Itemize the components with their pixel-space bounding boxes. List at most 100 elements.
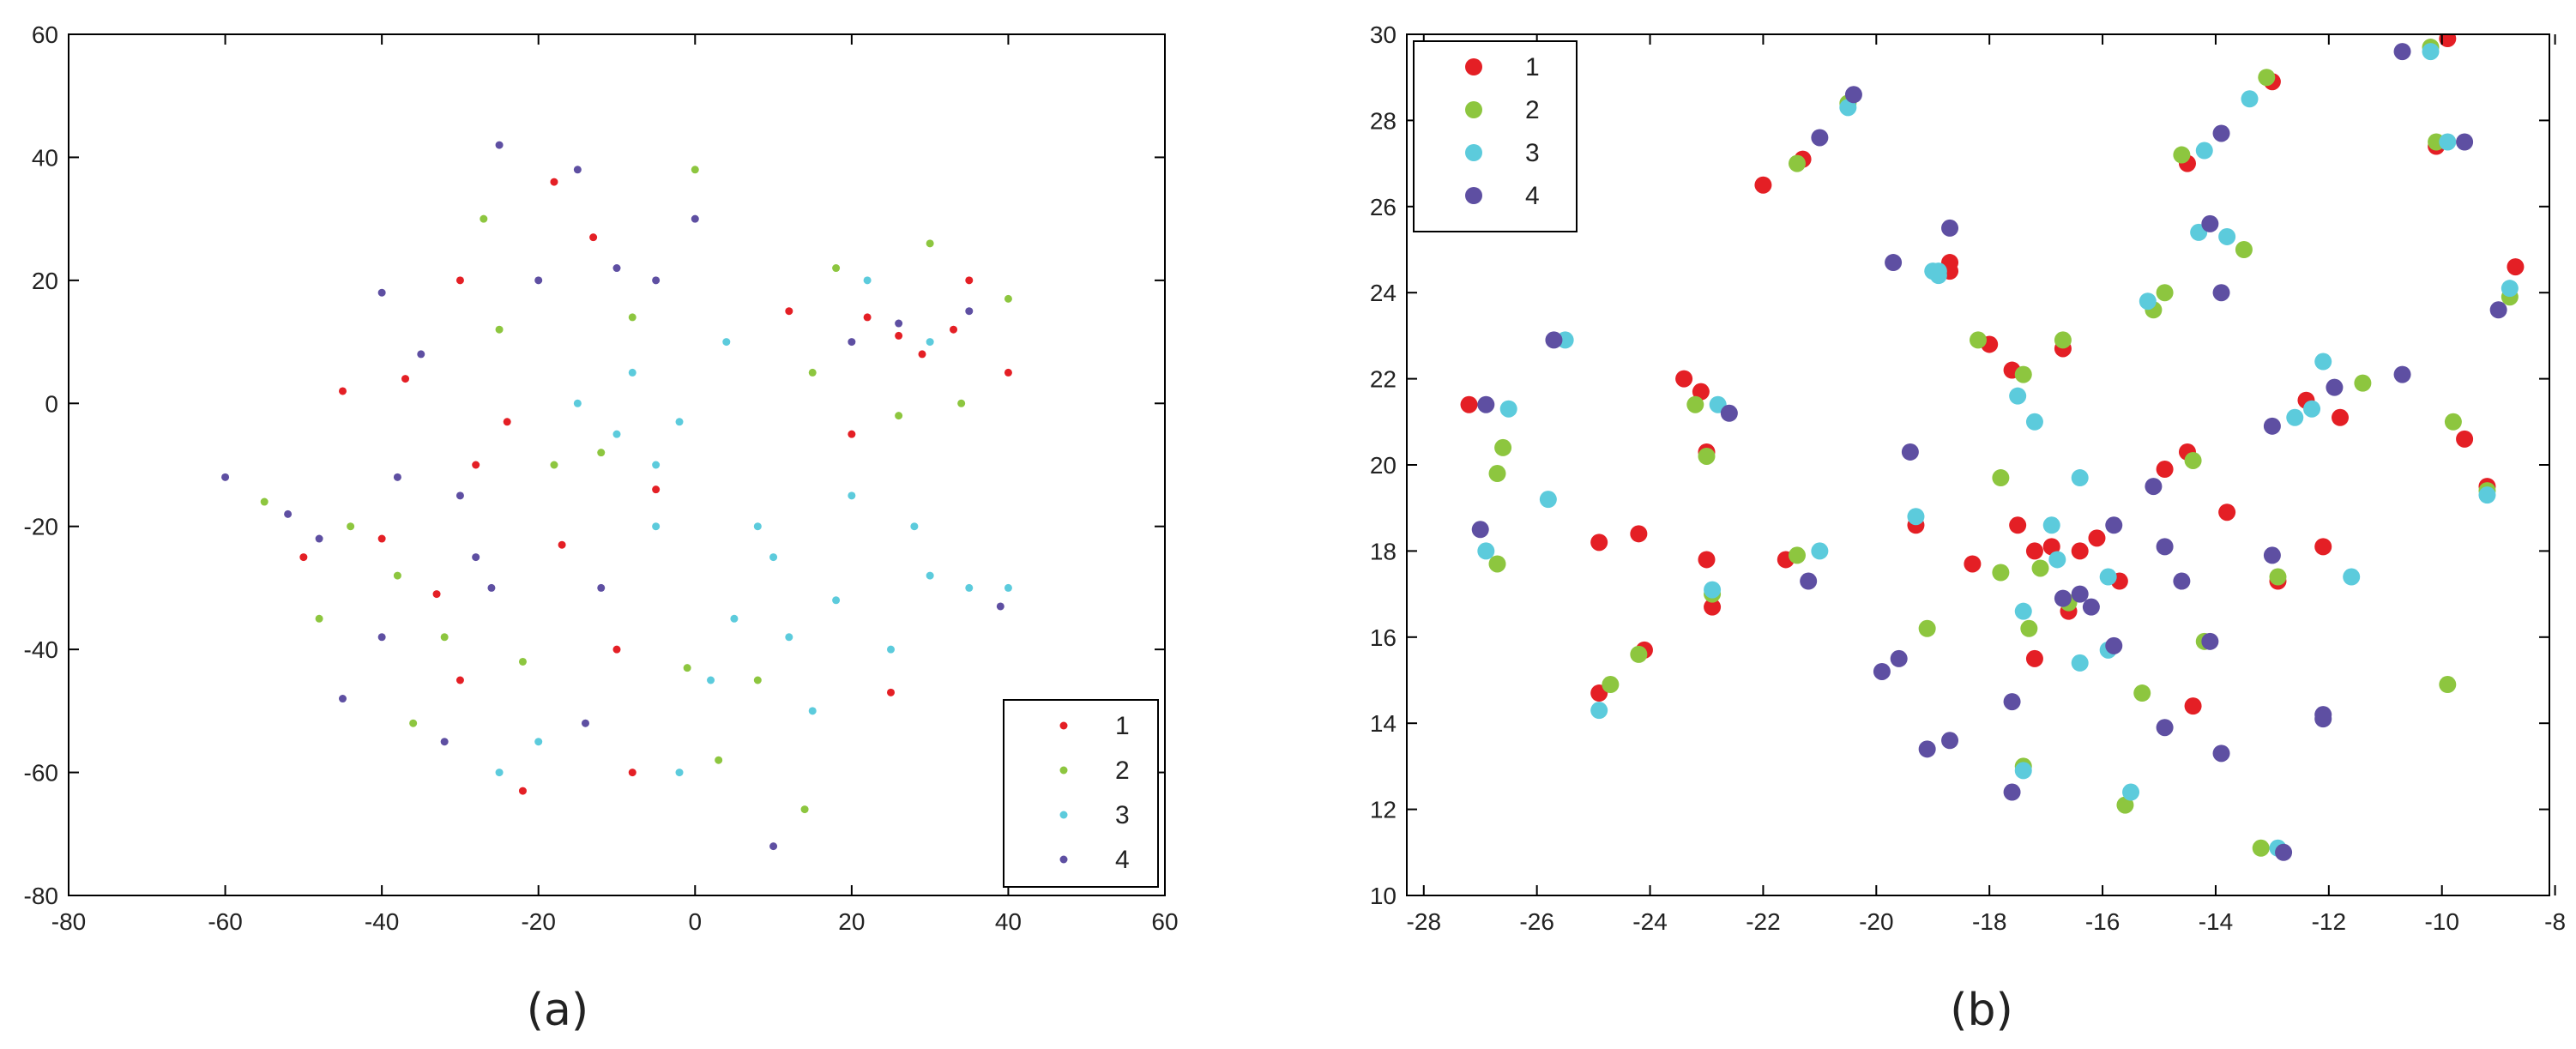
point-series-4-5 [339, 695, 347, 703]
point-series-3-1 [848, 491, 856, 500]
y-tick-label: -20 [24, 514, 58, 540]
point-series-3-33 [2343, 568, 2361, 586]
point-series-4-2 [848, 338, 856, 347]
point-series-3-9 [1907, 508, 1925, 526]
point-series-2-2 [957, 399, 966, 407]
point-series-4-13 [393, 473, 401, 481]
point-series-1-42 [2507, 258, 2525, 276]
legend-label-4: 4 [1525, 182, 1540, 210]
point-series-2-22 [2133, 684, 2151, 702]
point-series-1-18 [848, 430, 856, 438]
point-series-2-12 [715, 756, 723, 764]
point-series-2-9 [1788, 154, 1806, 172]
point-series-1-39 [2439, 34, 2457, 48]
x-tick-label: -16 [2085, 908, 2120, 935]
point-series-2-1 [1494, 438, 1512, 456]
point-series-3-17 [2042, 516, 2060, 534]
y-tick-label: 10 [1370, 883, 1397, 909]
point-series-2-12 [1970, 331, 1987, 349]
legend-box [1003, 699, 1159, 888]
point-series-3-35 [2439, 133, 2457, 151]
point-series-4-14 [472, 553, 480, 562]
point-series-1-0 [895, 331, 903, 340]
x-tick-label: -60 [208, 908, 242, 935]
y-tick-label: 0 [45, 390, 58, 417]
point-series-1-28 [2156, 461, 2174, 479]
point-series-3-8 [1839, 99, 1857, 117]
point-series-4-38 [2456, 133, 2474, 151]
legend-label-3: 3 [1525, 139, 1540, 167]
point-series-3-28 [2241, 90, 2259, 108]
point-series-3-13 [2009, 387, 2027, 405]
point-series-4-8 [455, 491, 464, 500]
point-series-1-9 [1704, 598, 1722, 616]
point-series-4-21 [2145, 478, 2163, 496]
y-tick-label: 14 [1370, 710, 1397, 737]
x-tick-label: -18 [1972, 908, 2006, 935]
y-tick-label: 20 [32, 268, 58, 294]
legend-marker-3 [1465, 144, 1482, 161]
point-series-1-16 [1964, 555, 1982, 573]
point-series-1-6 [628, 769, 636, 777]
point-series-1-1 [918, 350, 926, 359]
point-series-4-8 [1885, 254, 1903, 272]
point-series-2-31 [2269, 568, 2287, 586]
y-tick-label: 18 [1370, 538, 1397, 564]
point-series-3-12 [832, 596, 841, 605]
point-series-1-1 [1590, 534, 1608, 552]
point-series-3-17 [628, 368, 636, 377]
x-tick-label: -20 [1859, 908, 1893, 935]
point-series-2-22 [628, 313, 636, 322]
legend-label-1: 1 [1525, 53, 1540, 81]
point-series-1-7 [518, 787, 527, 795]
point-series-4-18 [652, 276, 661, 285]
point-series-3-15 [612, 430, 621, 438]
point-series-4-4 [221, 473, 230, 481]
y-tick-label: 40 [32, 144, 58, 171]
point-series-3-7 [1811, 542, 1829, 560]
point-series-4-0 [1477, 395, 1495, 413]
point-series-4-17 [769, 842, 778, 851]
point-series-4-6 [1844, 86, 1862, 104]
y-tick-label: 20 [1370, 452, 1397, 479]
x-tick-label: 40 [995, 908, 1022, 935]
point-series-1-4 [558, 540, 566, 549]
legend-label-2: 2 [1525, 96, 1540, 124]
scatter-panel-a: -80 -60 -40 -20 0 20 40 60 -80 -60 -40 -20 0 20 40 60 1… [24, 21, 1179, 1036]
point-series-1-3 [950, 325, 958, 334]
point-series-3-0 [769, 553, 778, 562]
point-series-4-19 [2105, 516, 2123, 534]
point-series-1-13 [550, 178, 558, 186]
point-series-2-3 [832, 264, 841, 273]
point-series-4-12 [1941, 219, 1959, 237]
legend-marker-2 [1465, 101, 1482, 118]
plot-area-a [221, 141, 1012, 851]
axis-ticks-b: -28 -26 -24 -22 -20 -18 -16 -14 -12 -10 -810121416… [1370, 21, 2566, 935]
x-tick-label: 20 [838, 908, 865, 935]
point-series-3-7 [652, 522, 661, 531]
point-series-1-2 [1630, 525, 1648, 543]
point-series-3-10 [1004, 583, 1012, 592]
point-series-3-16 [2025, 413, 2043, 431]
point-series-3-19 [722, 338, 731, 347]
point-series-3-22 [675, 418, 684, 426]
point-series-1-9 [339, 387, 347, 395]
point-series-4-11 [612, 264, 621, 273]
point-series-4-23 [597, 583, 606, 592]
y-tick-label: 60 [32, 21, 58, 48]
point-series-1-6 [1692, 383, 1710, 401]
point-series-1-5 [1675, 370, 1693, 388]
point-series-1-22 [612, 645, 621, 654]
point-series-4-2 [1545, 331, 1563, 349]
point-series-1-20 [2025, 542, 2043, 560]
point-series-1-12 [432, 590, 441, 599]
point-series-3-18 [573, 399, 582, 407]
point-series-3-16 [652, 461, 661, 469]
point-series-1-31 [2184, 697, 2202, 715]
x-tick-label: -26 [1519, 908, 1553, 935]
point-series-1-11 [503, 418, 511, 426]
point-series-1-19 [2009, 516, 2027, 534]
point-series-1-8 [1698, 551, 1716, 569]
point-series-2-5 [1686, 395, 1704, 413]
x-tick-label: -8 [2544, 908, 2566, 935]
